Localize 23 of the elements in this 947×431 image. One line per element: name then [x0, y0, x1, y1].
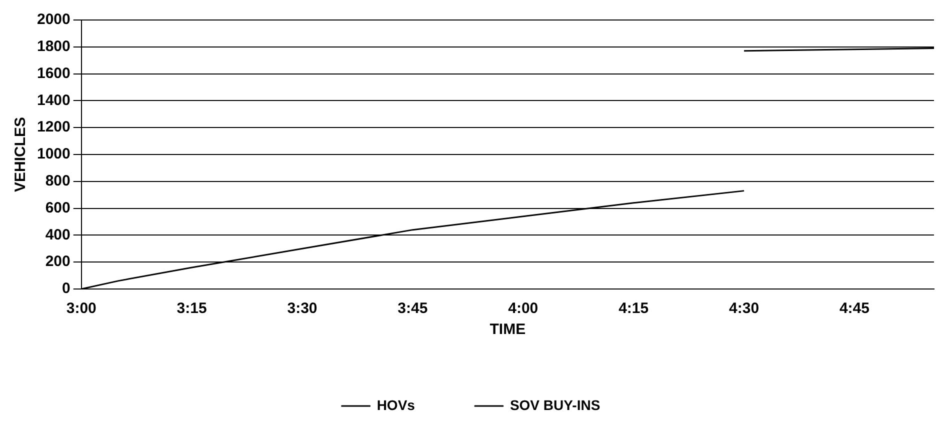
y-tick-label: 1400	[36, 92, 70, 109]
y-tick-label: 600	[45, 199, 70, 216]
y-tick-label: 200	[45, 253, 70, 270]
x-tick-label: 3:15	[176, 300, 207, 318]
x-tick-label: 4:30	[729, 300, 760, 318]
legend-label: HOVs	[376, 396, 416, 413]
x-axis-title: TIME	[490, 321, 526, 338]
y-tick-label: 2000	[36, 11, 70, 28]
y-tick-label: 800	[45, 172, 70, 190]
legend-label: SOV BUY-INS	[510, 396, 600, 413]
y-tick-label: 0	[62, 280, 70, 298]
x-tick-label: 3:00	[66, 300, 96, 318]
y-tick-label: 1600	[36, 64, 70, 82]
y-tick-label: 1000	[36, 146, 70, 163]
x-tick-label: 4:15	[618, 300, 649, 318]
y-tick-label: 1800	[36, 38, 70, 56]
y-tick-label: 400	[45, 226, 70, 244]
x-tick-label: 3:30	[287, 300, 318, 318]
x-tick-label: 4:45	[839, 300, 870, 318]
y-tick-label: 1200	[36, 118, 70, 136]
x-tick-label: 3:45	[398, 300, 428, 318]
y-axis-title: VEHICLES	[12, 116, 30, 192]
x-tick-label: 4:00	[508, 300, 538, 318]
